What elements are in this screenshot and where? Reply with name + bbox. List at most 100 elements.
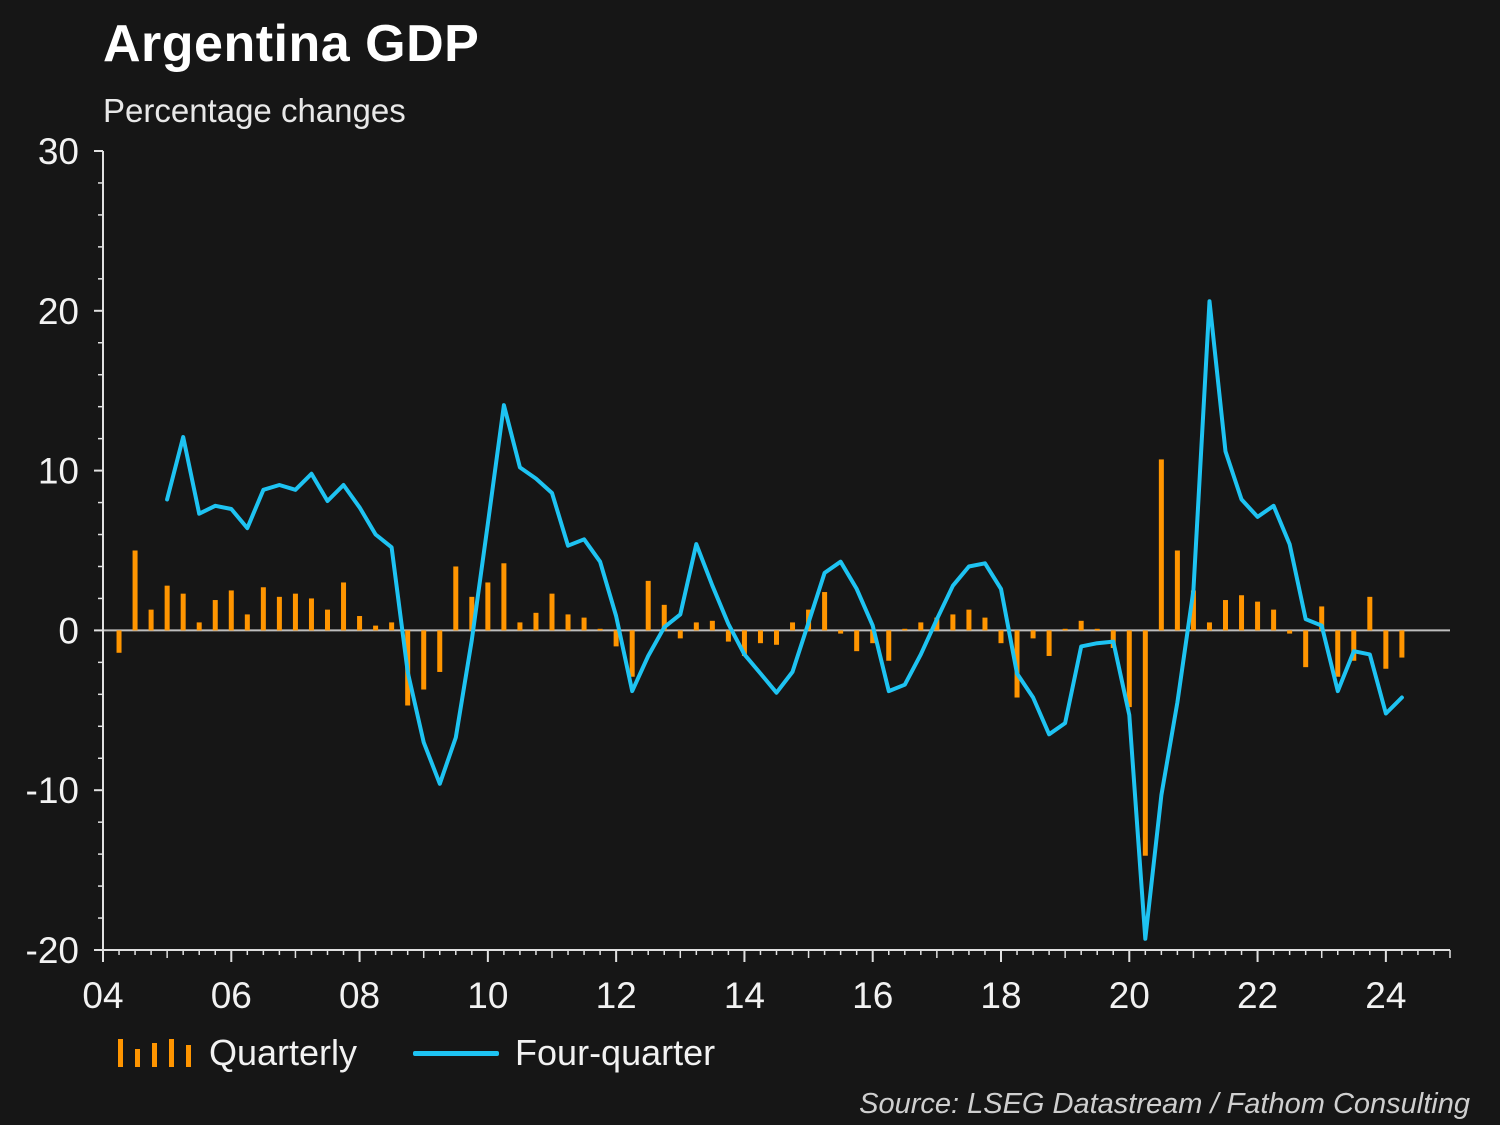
quarterly-bar (485, 582, 491, 631)
quarterly-bar (132, 550, 138, 631)
y-tick-label: -20 (26, 930, 79, 971)
quarterly-bar (774, 630, 779, 645)
quarterly-bar (693, 622, 699, 631)
quarterly-bar (613, 630, 619, 647)
x-tick-label: 20 (1109, 975, 1150, 1016)
four-quarter-swatch-icon (413, 1050, 500, 1056)
quarterly-bar (292, 593, 298, 631)
quarterly-bar (1303, 630, 1309, 668)
quarterly-bar (597, 628, 603, 631)
quarterly-bar (790, 622, 796, 631)
quarterly-bar (1062, 628, 1068, 631)
quarterly-bar (1239, 595, 1245, 631)
x-tick-label: 04 (82, 975, 123, 1016)
quarterly-bar (1078, 620, 1084, 631)
quarterly-bar (1046, 630, 1052, 656)
chart-subtitle: Percentage changes (103, 92, 406, 129)
quarterly-bar (1126, 630, 1132, 708)
quarterly-bar (677, 630, 683, 639)
legend-label-quarterly: Quarterly (209, 1032, 358, 1073)
quarterly-bar (501, 563, 507, 631)
y-tick-label: 10 (38, 451, 79, 492)
quarterly-bar (741, 630, 747, 656)
quarterly-bar (1094, 628, 1100, 631)
quarterly-bars (116, 459, 1405, 856)
y-tick-label: 30 (38, 131, 79, 172)
quarterly-bar (260, 587, 266, 631)
quarterly-bar (854, 630, 860, 652)
quarterly-bar (645, 580, 651, 631)
quarterly-bar (1271, 609, 1277, 631)
legend-item-quarterly: Quarterly (118, 1032, 357, 1074)
quarterly-bar (918, 622, 924, 631)
quarterly-bar (357, 616, 363, 631)
quarterly-bar (565, 614, 571, 631)
quarterly-bar (1174, 550, 1180, 631)
quarterly-bar (1206, 622, 1212, 631)
four-quarter-line-layer (165, 299, 1404, 941)
quarterly-bar (725, 630, 731, 642)
quarterly-bar (212, 600, 218, 631)
quarterly-bar (1030, 630, 1036, 639)
x-tick-label: 10 (467, 975, 508, 1016)
quarterly-bar (870, 630, 876, 644)
legend: Quarterly Four-quarter (118, 1032, 715, 1074)
quarterly-bar (533, 612, 539, 631)
quarterly-bar (341, 582, 347, 631)
quarterly-swatch-icon (118, 1039, 191, 1067)
quarterly-bar (1223, 600, 1228, 631)
chart-title: Argentina GDP (103, 15, 480, 73)
quarterly-bar (1110, 630, 1116, 648)
quarterly-bar (822, 592, 828, 631)
quarterly-bar (276, 596, 282, 631)
x-tick-label: 06 (211, 975, 252, 1016)
quarterly-bar (164, 585, 170, 631)
quarterly-bar (757, 630, 763, 644)
quarterly-bar (1399, 630, 1405, 658)
quarterly-bar (148, 609, 154, 631)
quarterly-bar (389, 622, 395, 631)
quarterly-bar (244, 614, 250, 631)
x-tick-label: 22 (1237, 975, 1278, 1016)
quarterly-bar (966, 609, 972, 631)
quarterly-bar (453, 566, 459, 631)
y-tick-label: 20 (38, 291, 79, 332)
quarterly-bar (1190, 590, 1196, 631)
axes (94, 150, 1451, 962)
quarterly-bar (982, 617, 988, 631)
quarterly-bar (373, 625, 379, 631)
quarterly-bar (1319, 606, 1325, 631)
quarterly-bar (437, 630, 443, 672)
quarterly-bar (180, 593, 186, 631)
quarterly-bar (998, 630, 1004, 644)
quarterly-bar (196, 622, 202, 631)
quarterly-bar (1335, 630, 1341, 677)
quarterly-bar (886, 630, 892, 661)
quarterly-bar (469, 596, 475, 631)
x-tick-label: 16 (852, 975, 893, 1016)
quarterly-bar (116, 630, 122, 653)
quarterly-bar (902, 628, 908, 631)
quarterly-bar (1287, 630, 1293, 634)
y-tick-label: 0 (58, 610, 79, 651)
x-tick-label: 24 (1365, 975, 1406, 1016)
quarterly-bar (629, 630, 635, 677)
quarterly-bar (549, 593, 555, 631)
legend-item-four-quarter: Four-quarter (413, 1032, 715, 1074)
quarterly-bar (325, 609, 330, 631)
quarterly-bar (581, 617, 587, 631)
quarterly-bar (1383, 630, 1389, 669)
quarterly-bar (1158, 459, 1164, 631)
quarterly-bar (421, 630, 427, 690)
quarterly-bar (1142, 630, 1148, 856)
quarterly-bar (950, 614, 956, 631)
x-tick-label: 08 (339, 975, 380, 1016)
quarterly-bar (709, 620, 715, 631)
x-tick-label: 18 (980, 975, 1021, 1016)
quarterly-bar (517, 622, 523, 631)
legend-label-four-quarter: Four-quarter (515, 1032, 716, 1073)
quarterly-bar (661, 604, 667, 631)
quarterly-bar (228, 590, 234, 631)
